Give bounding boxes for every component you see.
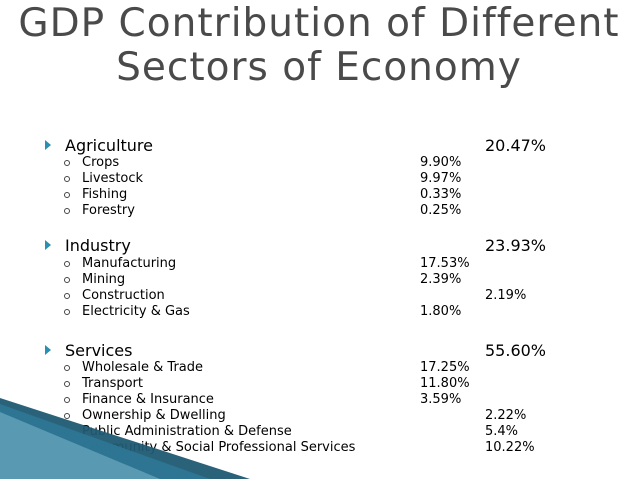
sector-heading-services: Services 55.60% bbox=[0, 341, 638, 360]
item-value: 17.53% bbox=[420, 256, 470, 271]
circle-bullet-icon bbox=[64, 277, 70, 283]
item-value: 9.90% bbox=[420, 155, 462, 170]
item-value: 0.33% bbox=[420, 187, 462, 202]
arrow-bullet-icon bbox=[45, 240, 51, 250]
item-name: Fishing bbox=[82, 187, 128, 202]
sector-name: Agriculture bbox=[65, 136, 153, 155]
circle-bullet-icon bbox=[64, 413, 70, 419]
item-name: Forestry bbox=[82, 203, 135, 218]
item-value: 2.22% bbox=[485, 408, 527, 423]
list-item: Wholesale & Trade 17.25% bbox=[0, 359, 638, 377]
item-name: Wholesale & Trade bbox=[82, 360, 203, 375]
circle-bullet-icon bbox=[64, 309, 70, 315]
sector-total: 55.60% bbox=[485, 341, 547, 360]
sector-total: 20.47% bbox=[485, 136, 547, 155]
item-value: 0.25% bbox=[420, 203, 462, 218]
circle-bullet-icon bbox=[64, 429, 70, 435]
item-value: 9.97% bbox=[420, 171, 462, 186]
circle-bullet-icon bbox=[64, 397, 70, 403]
item-value: 10.22% bbox=[485, 440, 535, 455]
item-name: Livestock bbox=[82, 171, 144, 186]
list-item: Community & Social Professional Services… bbox=[0, 439, 638, 457]
item-name: Electricity & Gas bbox=[82, 304, 190, 319]
list-item: Electricity & Gas 1.80% bbox=[0, 303, 638, 321]
circle-bullet-icon bbox=[64, 261, 70, 267]
list-item: Fishing 0.33% bbox=[0, 186, 638, 204]
sector-heading-agriculture: Agriculture 20.47% bbox=[0, 136, 638, 155]
list-item: Livestock 9.97% bbox=[0, 170, 638, 188]
title-line-1: GDP Contribution of Different bbox=[18, 1, 620, 46]
item-name: Finance & Insurance bbox=[82, 392, 214, 407]
item-value: 3.59% bbox=[420, 392, 462, 407]
item-name: Crops bbox=[82, 155, 120, 170]
arrow-bullet-icon bbox=[45, 345, 51, 355]
list-item: Forestry 0.25% bbox=[0, 202, 638, 220]
sector-heading-industry: Industry 23.93% bbox=[0, 236, 638, 255]
item-name: Manufacturing bbox=[82, 256, 177, 271]
item-value: 2.39% bbox=[420, 272, 462, 287]
circle-bullet-icon bbox=[64, 365, 70, 371]
item-name: Construction bbox=[82, 288, 165, 303]
circle-bullet-icon bbox=[64, 176, 70, 182]
item-name: Community & Social Professional Services bbox=[82, 440, 356, 455]
circle-bullet-icon bbox=[64, 293, 70, 299]
circle-bullet-icon bbox=[64, 381, 70, 387]
list-item: Mining 2.39% bbox=[0, 271, 638, 289]
item-value: 2.19% bbox=[485, 288, 527, 303]
list-item: Construction 2.19% bbox=[0, 287, 638, 305]
sector-name: Industry bbox=[65, 236, 131, 255]
item-value: 11.80% bbox=[420, 376, 470, 391]
circle-bullet-icon bbox=[64, 208, 70, 214]
item-value: 1.80% bbox=[420, 304, 462, 319]
circle-bullet-icon bbox=[64, 160, 70, 166]
item-name: Public Administration & Defense bbox=[82, 424, 292, 439]
item-name: Transport bbox=[82, 376, 144, 391]
sector-name: Services bbox=[65, 341, 133, 360]
list-item: Manufacturing 17.53% bbox=[0, 255, 638, 273]
item-name: Mining bbox=[82, 272, 126, 287]
list-item: Crops 9.90% bbox=[0, 154, 638, 172]
item-value: 5.4% bbox=[485, 424, 519, 439]
item-name: Ownership & Dwelling bbox=[82, 408, 226, 423]
title-line-2: Sectors of Economy bbox=[116, 45, 522, 90]
arrow-bullet-icon bbox=[45, 140, 51, 150]
list-item: Transport 11.80% bbox=[0, 375, 638, 393]
circle-bullet-icon bbox=[64, 192, 70, 198]
item-value: 17.25% bbox=[420, 360, 470, 375]
sector-total: 23.93% bbox=[485, 236, 547, 255]
